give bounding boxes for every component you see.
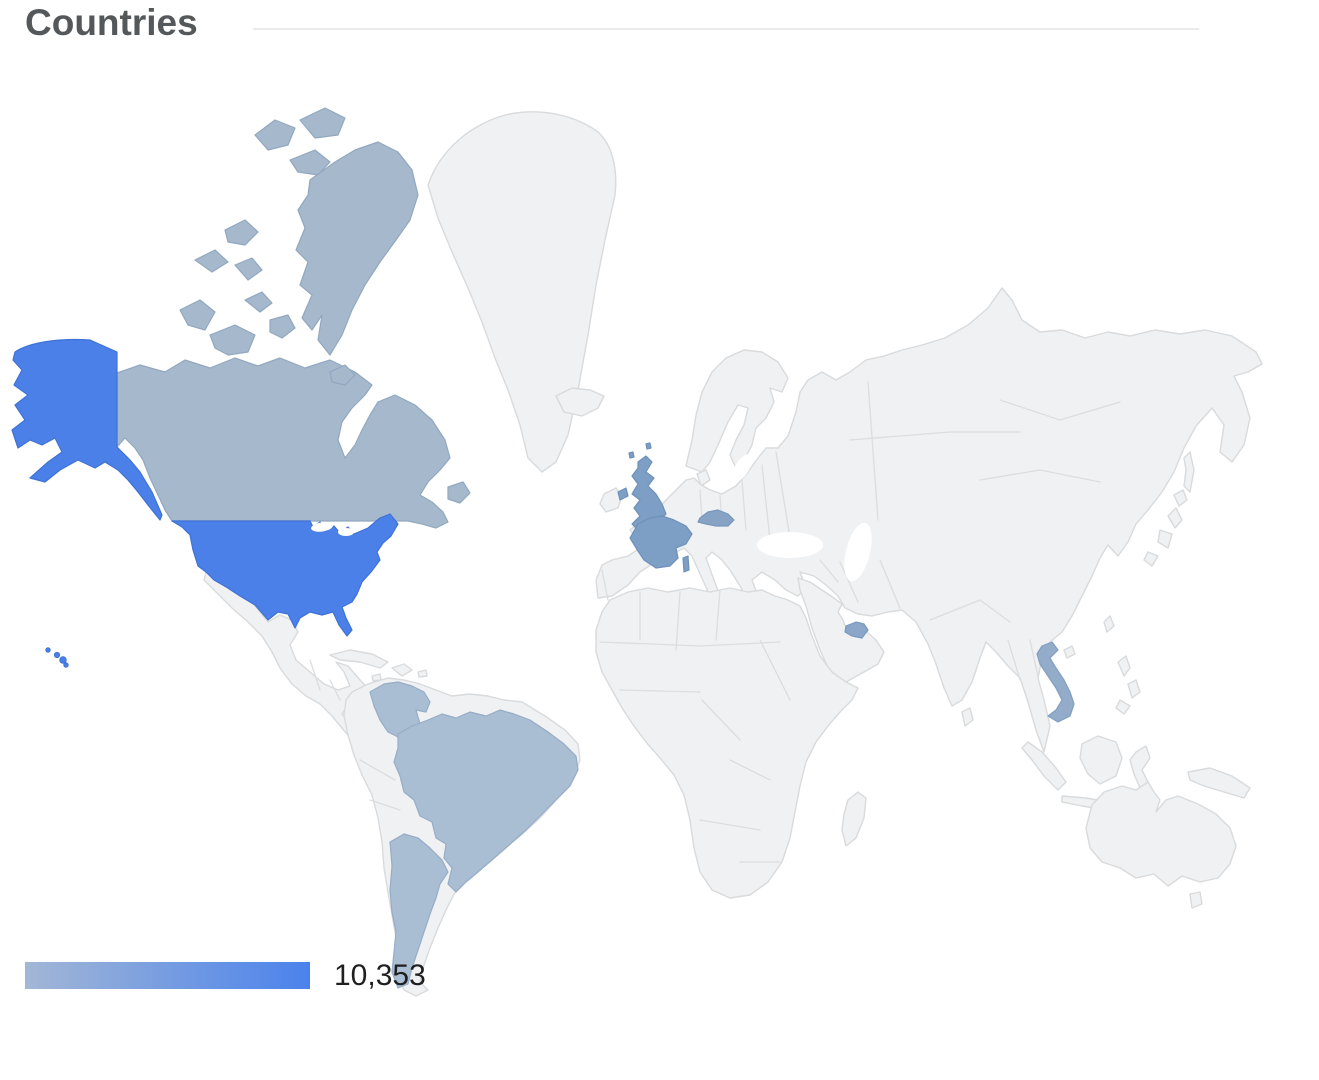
- country-france[interactable]: [629, 515, 693, 573]
- sea-baltic-sea: [731, 453, 753, 483]
- landmass-ireland: [599, 487, 623, 513]
- landmass-greenland: [427, 111, 617, 473]
- sea-caspian-sea: [844, 522, 872, 582]
- landmass-africa: [595, 587, 859, 899]
- legend-gradient-bar: [25, 962, 310, 989]
- landmass-cuba: [329, 649, 389, 669]
- lake-great-lakes-east: [338, 528, 354, 536]
- landmass-scandinavia: [685, 349, 789, 473]
- landmass-iceland: [555, 387, 605, 417]
- lake-great-lakes-west: [311, 522, 333, 532]
- sea-black-sea: [757, 532, 823, 558]
- landmass-puerto-rico: [417, 669, 428, 678]
- country-united-states[interactable]: [11, 338, 399, 668]
- landmass-sakhalin: [1183, 451, 1195, 493]
- landmass-australia: [1085, 781, 1237, 887]
- landmass-arabia: [797, 577, 885, 683]
- country-argentina[interactable]: [389, 833, 449, 989]
- landmass-japan: [1143, 489, 1188, 567]
- landmass-denmark: [696, 469, 711, 487]
- title-divider: [253, 28, 1199, 30]
- landmass-new-guinea: [1187, 767, 1251, 799]
- country-venezuela[interactable]: [369, 681, 431, 739]
- country-borders: [309, 381, 1121, 863]
- legend-max-value: 10,353: [334, 959, 426, 992]
- landmass-sumatra: [1021, 741, 1067, 791]
- country-united-arab-emirates[interactable]: [844, 621, 869, 639]
- lakes: [311, 453, 872, 582]
- landmass-sri-lanka: [961, 707, 974, 727]
- landmass-madagascar: [841, 791, 867, 847]
- us-lower-48: [171, 513, 399, 637]
- country-canada[interactable]: [116, 107, 471, 529]
- france-corsica: [682, 555, 690, 573]
- landmass-philippines: [1115, 655, 1141, 715]
- page-title: Countries: [25, 2, 198, 43]
- landmass-hispaniola: [391, 663, 413, 677]
- landmass-eurasia: [595, 287, 1263, 753]
- landmass-sulawesi: [1129, 745, 1151, 789]
- us-alaska: [11, 338, 163, 521]
- shaded-countries: [11, 107, 1075, 989]
- country-austria[interactable]: [697, 509, 735, 527]
- landmass-taiwan: [1103, 615, 1115, 633]
- landmass-tasmania: [1189, 891, 1203, 909]
- color-axis-legend: 10,353: [25, 959, 426, 992]
- country-brazil[interactable]: [393, 709, 579, 893]
- us-hawaii: [45, 647, 69, 668]
- landmass-hainan: [1063, 645, 1076, 659]
- country-vietnam[interactable]: [1036, 641, 1075, 723]
- landmass-borneo: [1079, 735, 1123, 785]
